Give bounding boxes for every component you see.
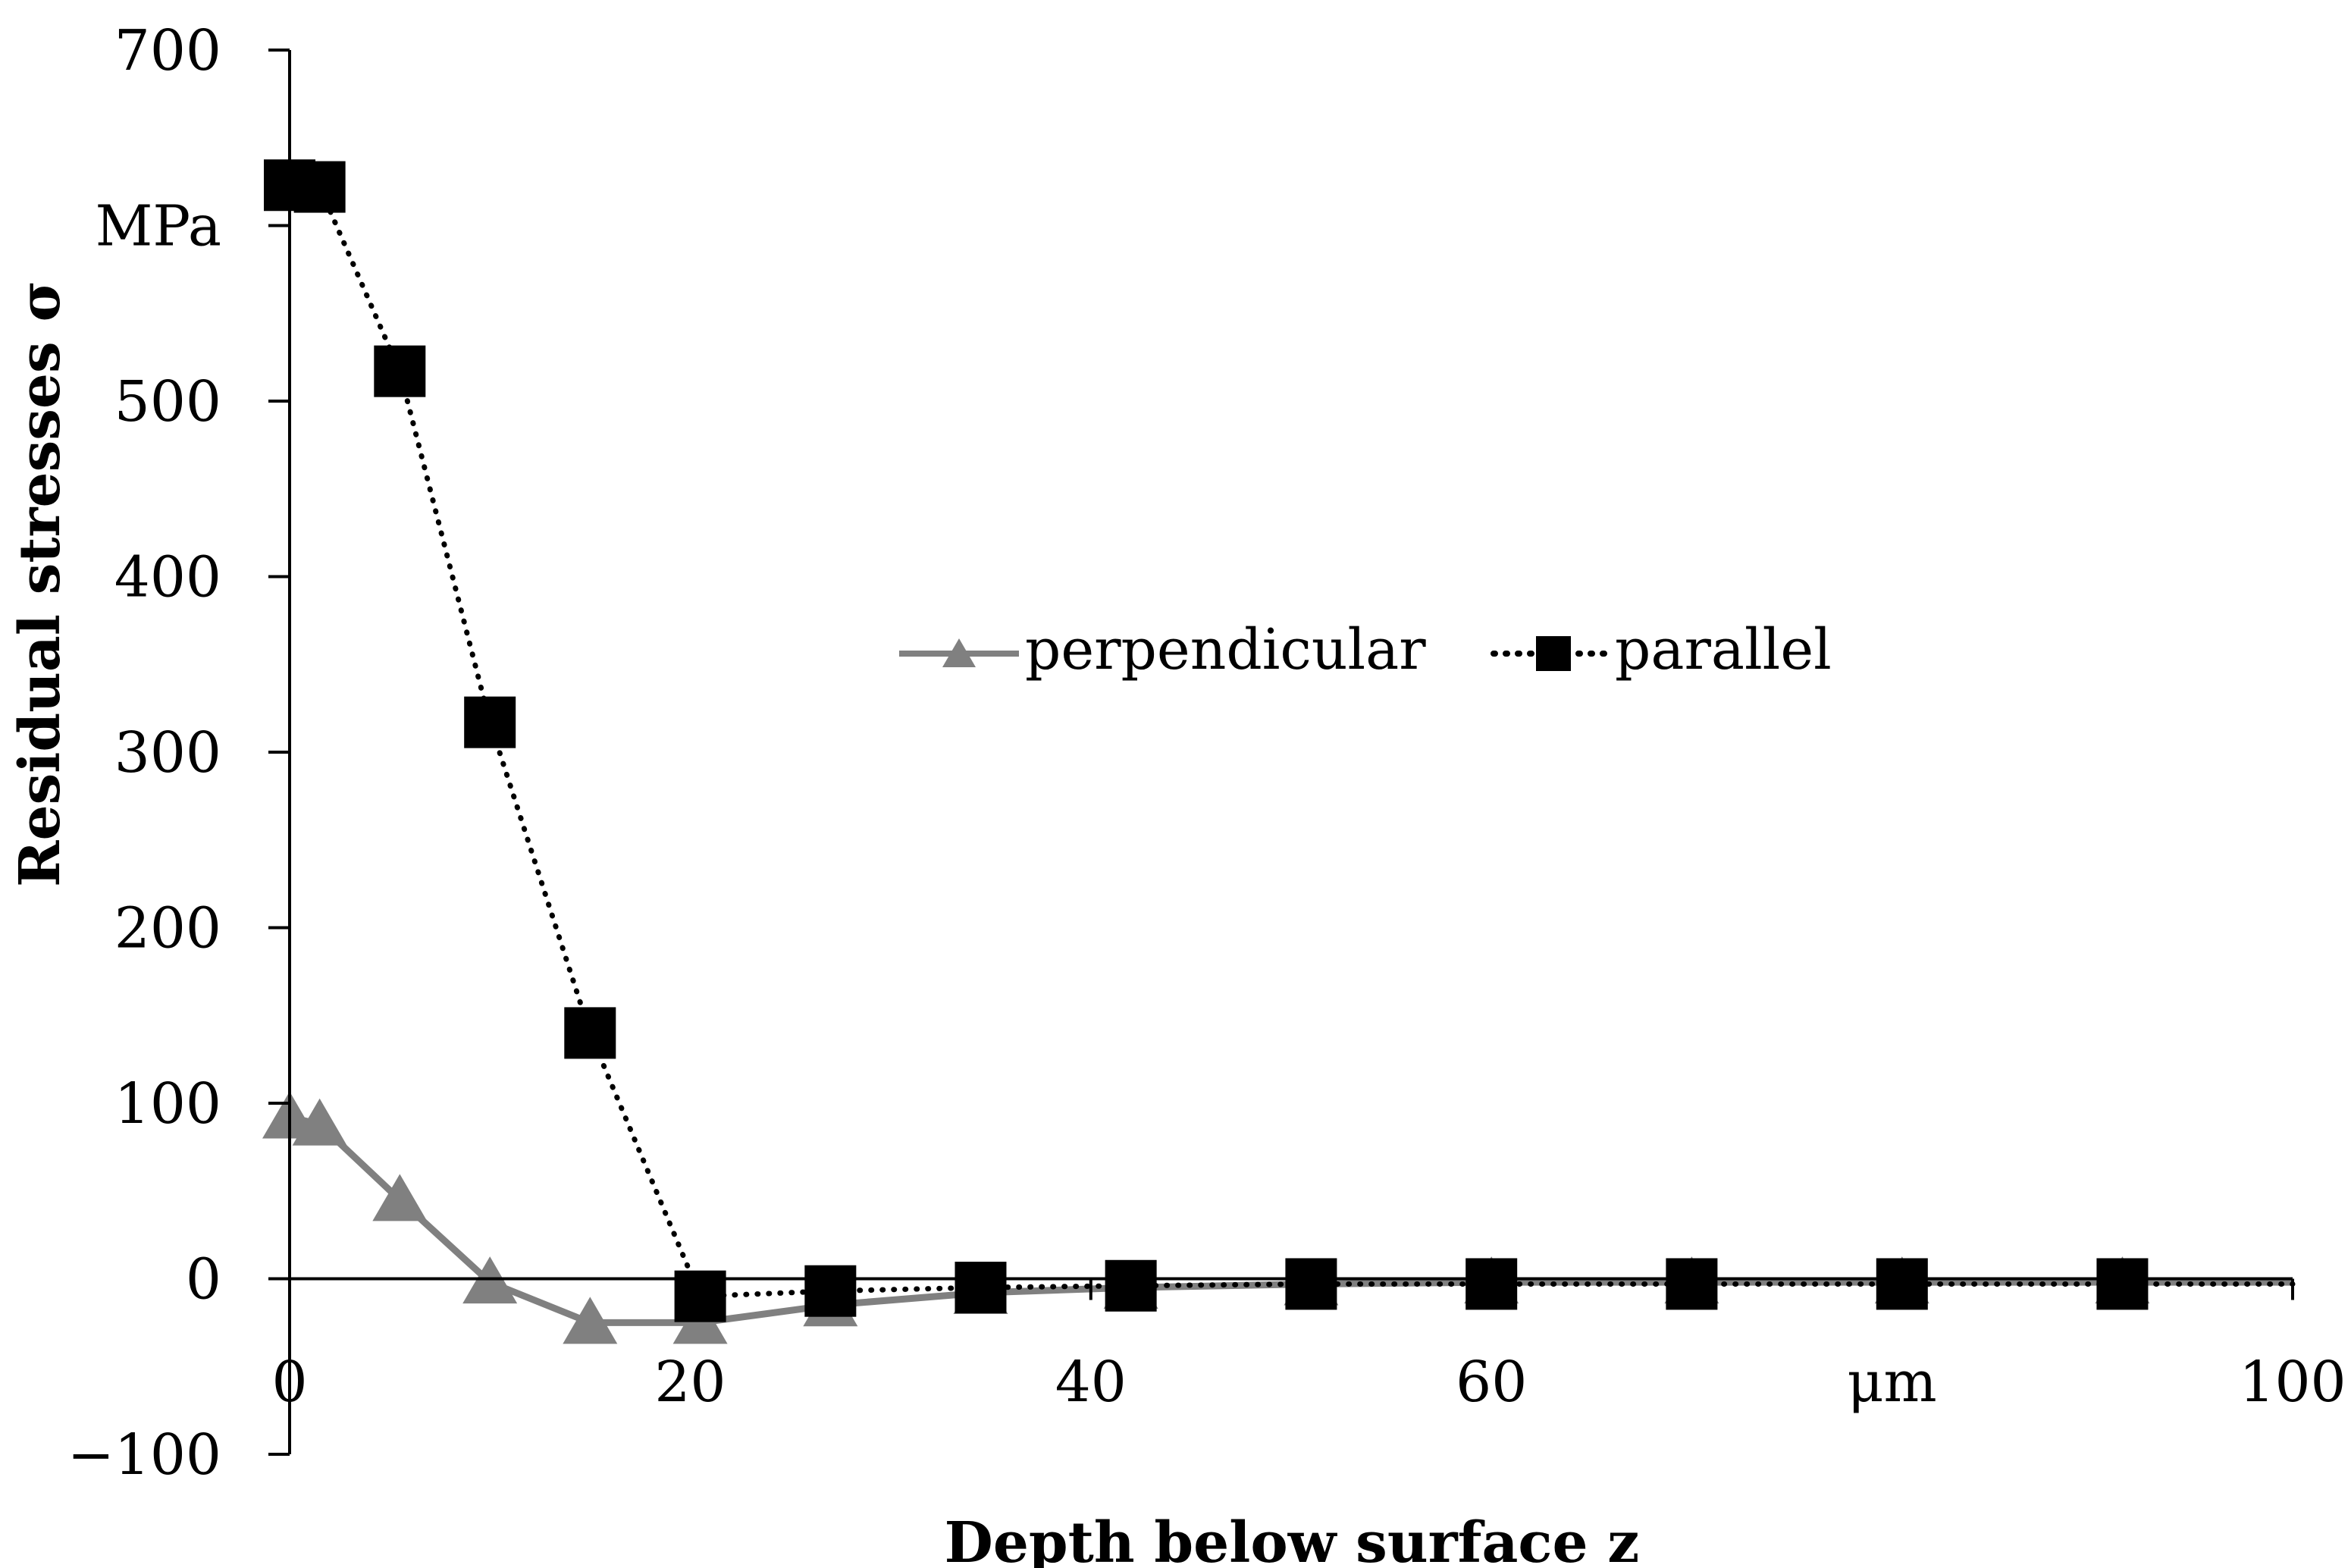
data-point-parallel [2096, 1258, 2149, 1310]
data-point-parallel [1666, 1258, 1718, 1310]
series-line-parallel [287, 182, 2296, 1300]
y-tick-label: 100 [114, 1071, 221, 1137]
legend-label-parallel: parallel [1615, 617, 1832, 682]
x-axis-title: Depth below surface z [945, 1510, 1640, 1568]
y-tick-label: 500 [114, 369, 221, 434]
y-tick-label: −100 [67, 1422, 221, 1488]
data-point-perpendicular [292, 1098, 347, 1146]
data-point-perpendicular [372, 1174, 428, 1221]
data-point-parallel [1105, 1259, 1157, 1312]
y-tick-label: 0 [186, 1247, 221, 1312]
x-tick-label: μm [1847, 1350, 1936, 1415]
legend: perpendicular parallel [899, 617, 1832, 682]
x-tick-label: 60 [1456, 1350, 1527, 1415]
legend-swatch-parallel-marker [1536, 636, 1571, 671]
data-point-parallel [1285, 1258, 1337, 1310]
data-point-parallel [955, 1262, 1007, 1314]
x-tick-label: 40 [1055, 1350, 1127, 1415]
axes-layer [268, 49, 2294, 1456]
series-layer [262, 159, 2296, 1344]
data-point-perpendicular [563, 1297, 618, 1344]
data-point-parallel [804, 1265, 857, 1317]
data-point-parallel [464, 696, 516, 748]
tick-labels: 700 MPa 500 400 300 200 100 0 −100 0 20 40 60 μm 100 [67, 18, 2346, 1488]
data-point-parallel [374, 345, 426, 397]
data-point-parallel [1876, 1258, 1928, 1310]
y-tick-label: 400 [114, 545, 221, 610]
y-tick-label: MPa [96, 194, 221, 259]
y-tick-label: 200 [114, 896, 221, 961]
legend-swatch-perpendicular-marker [942, 638, 976, 667]
legend-label-perpendicular: perpendicular [1025, 617, 1426, 682]
x-tick-label: 20 [654, 1350, 726, 1415]
y-tick-label: 300 [114, 720, 221, 786]
data-point-parallel [564, 1007, 616, 1059]
y-axis-title: Residual stresses σ [8, 281, 73, 887]
data-point-parallel [293, 161, 346, 213]
x-tick-label: 0 [271, 1350, 307, 1415]
x-tick-label: 100 [2239, 1350, 2346, 1415]
y-tick-label: 700 [114, 18, 221, 83]
